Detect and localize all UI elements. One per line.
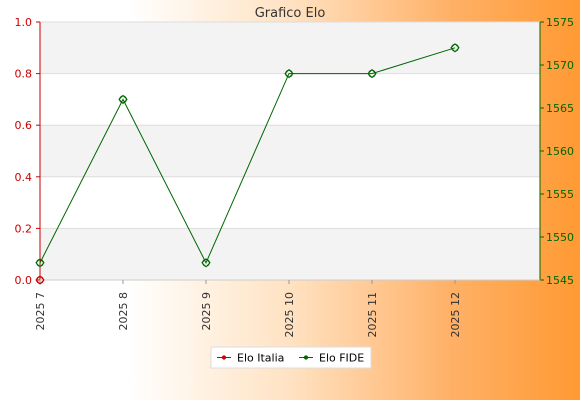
x-tick-label: 2025 8	[117, 292, 130, 331]
left-tick-label: 0.0	[15, 274, 33, 287]
right-tick-label: 1555	[546, 188, 574, 201]
chart-title: Grafico Elo	[255, 6, 326, 21]
right-tick-label: 1560	[546, 145, 574, 158]
x-tick-label: 2025 12	[449, 292, 462, 338]
legend-box	[210, 346, 372, 369]
left-tick-label: 1.0	[15, 16, 33, 29]
data-point	[201, 258, 211, 268]
left-tick-label: 0.8	[15, 68, 33, 81]
data-point-ring	[451, 43, 459, 52]
right-tick-label: 1570	[546, 59, 574, 72]
legend-label: Elo Italia	[237, 352, 284, 365]
data-point	[35, 258, 45, 268]
x-tick-label: 2025 10	[283, 292, 296, 338]
plot-area: 0.0 0.2 0.4 0.6 0.8 1.0 1545 1550 1555 1560 1565 15…	[15, 16, 575, 338]
data-point-ring	[202, 258, 210, 267]
legend-label: Elo FIDE	[319, 352, 364, 365]
data-point-ring	[119, 95, 127, 104]
legend-marker	[221, 355, 227, 360]
legend: Elo Italia Elo FIDE	[210, 346, 372, 369]
grid-band	[40, 22, 540, 74]
data-point-ring	[36, 258, 44, 267]
data-point	[118, 94, 128, 105]
x-tick-label: 2025 7	[34, 292, 47, 331]
data-point	[367, 68, 377, 79]
data-point	[35, 275, 45, 285]
series-line	[39, 47, 456, 264]
left-tick-label: 0.6	[15, 119, 33, 132]
grid-band	[40, 125, 540, 177]
grid-band	[40, 228, 540, 280]
right-tick-label: 1575	[546, 16, 574, 29]
data-point-ring	[368, 69, 376, 78]
x-tick-label: 2025 11	[366, 292, 379, 338]
right-tick-label: 1545	[546, 274, 574, 287]
right-tick-label: 1565	[546, 102, 574, 115]
left-tick-label: 0.4	[15, 171, 33, 184]
x-tick-label: 2025 9	[200, 292, 213, 331]
legend-marker	[303, 355, 309, 360]
data-point-ring	[285, 69, 293, 78]
right-tick-label: 1550	[546, 231, 574, 244]
data-point	[284, 68, 294, 79]
left-tick-label: 0.2	[15, 222, 33, 235]
data-point	[450, 43, 460, 53]
data-point-ring	[36, 276, 44, 284]
